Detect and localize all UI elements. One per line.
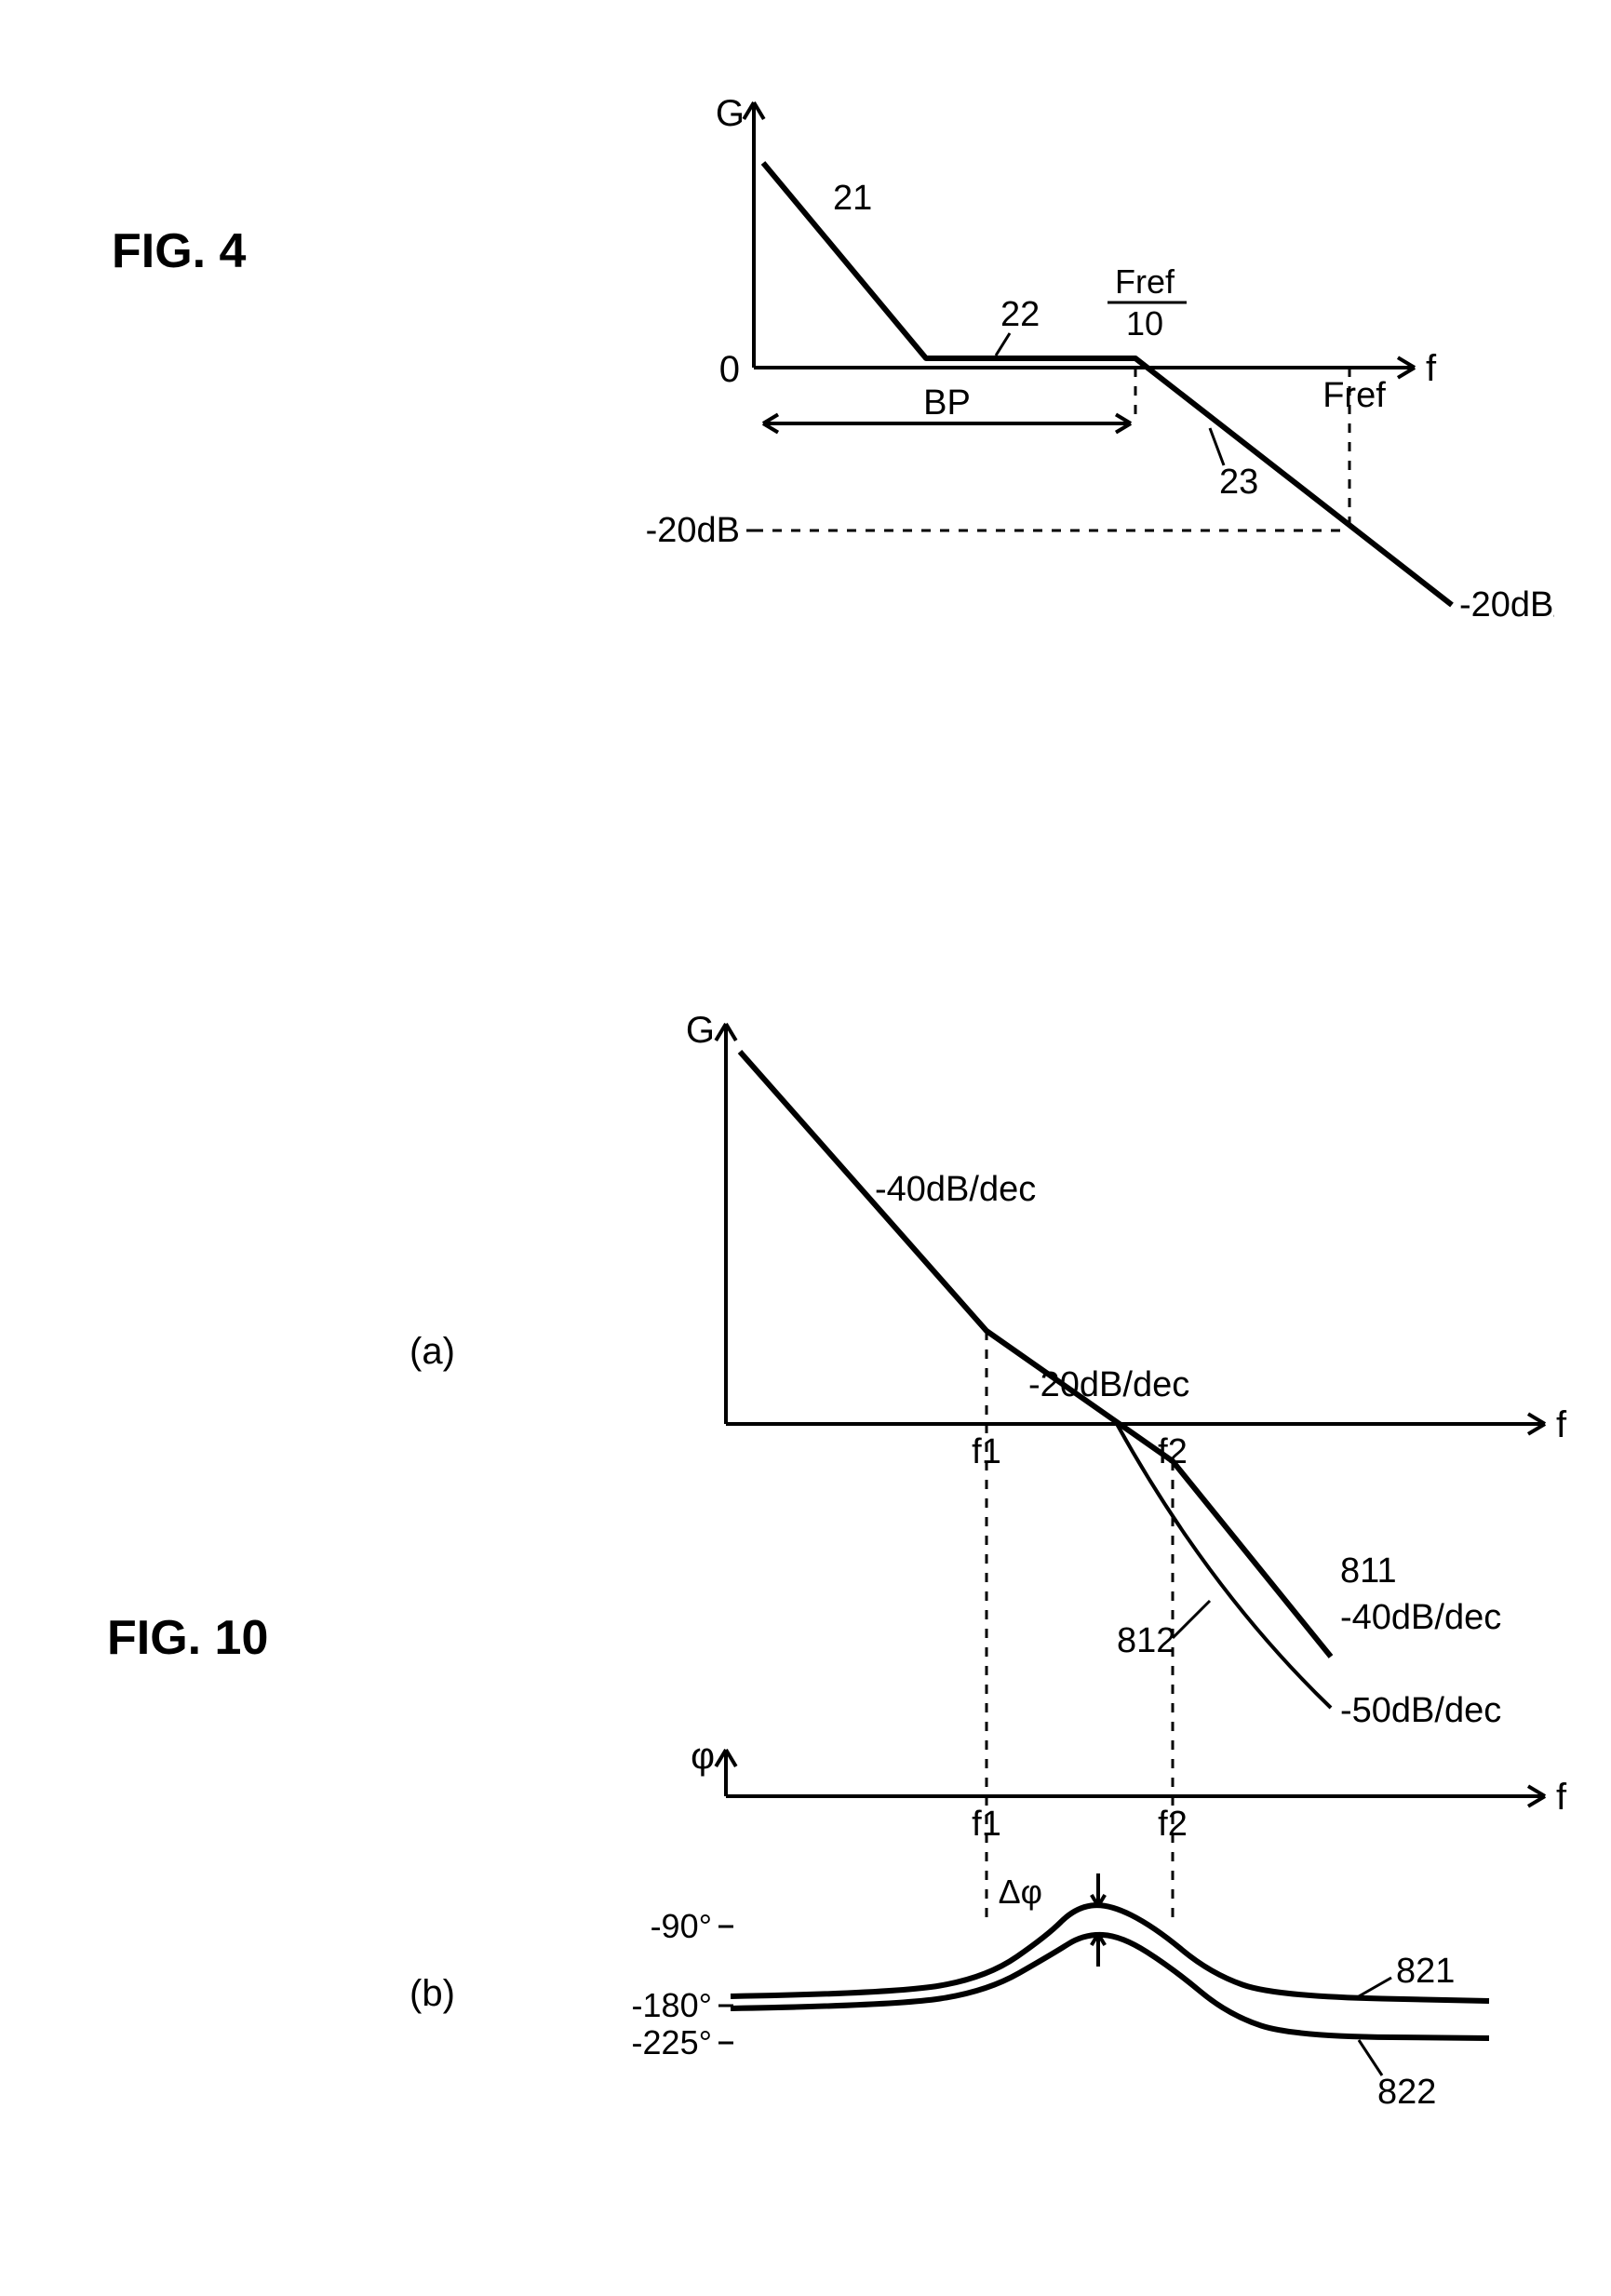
fig4-fref: Fref — [1322, 376, 1386, 415]
fig10a-ylabel: G — [686, 1010, 715, 1051]
fig10-dphi: Δφ — [999, 1873, 1042, 1911]
fig10-slope50: -50dB/dec — [1340, 1691, 1501, 1730]
fig10-sub-a: (a) — [409, 1331, 455, 1373]
fig4-seg22: 22 — [1000, 295, 1040, 334]
fig4-fref10-den: 10 — [1126, 304, 1163, 342]
fig10b-neg225: -225° — [632, 2023, 712, 2061]
fig10-sub-b: (b) — [409, 1973, 455, 2015]
fig4-chart: Gf0212223Fref10BPFref-20dB-20dB/dec — [391, 56, 1554, 707]
fig10b-xlabel: f — [1556, 1777, 1567, 1818]
fig10-812: 812 — [1117, 1621, 1175, 1660]
fig10-curve-811 — [740, 1052, 1331, 1657]
fig10-821: 821 — [1396, 1952, 1455, 1991]
fig4-bp: BP — [923, 383, 971, 423]
fig4-fref10-num: Fref — [1115, 262, 1175, 301]
fig10a-xlabel: f — [1556, 1404, 1567, 1445]
page: FIG. 4 Gf0212223Fref10BPFref-20dB-20dB/d… — [0, 0, 1611, 2296]
fig4-title: FIG. 4 — [112, 223, 246, 279]
fig10-slope40b: -40dB/dec — [1340, 1598, 1501, 1637]
fig4-zero: 0 — [719, 349, 740, 390]
fig10-title: FIG. 10 — [107, 1610, 268, 1666]
fig4-y-label: G — [716, 93, 745, 134]
fig4-x-label: f — [1426, 348, 1437, 389]
fig10b-ylabel: φ — [691, 1736, 715, 1777]
fig10-811: 811 — [1340, 1551, 1397, 1591]
fig4-seg21: 21 — [833, 179, 872, 218]
fig10-slope40a: -40dB/dec — [875, 1170, 1036, 1209]
fig10-curve-812 — [1117, 1424, 1331, 1708]
fig10-slope20: -20dB/dec — [1028, 1365, 1189, 1404]
fig4-slope: -20dB/dec — [1459, 585, 1554, 624]
fig4-seg23: 23 — [1219, 463, 1258, 502]
fig10-822: 822 — [1377, 2073, 1436, 2112]
fig10b-neg180: -180° — [632, 1986, 712, 2024]
fig10-chart: Gf -40dB/dec -20dB/dec -40dB/dec -50dB/dec 81… — [521, 987, 1611, 2178]
fig10b-neg90: -90° — [651, 1907, 712, 1945]
fig4-neg20db: -20dB — [646, 511, 740, 550]
